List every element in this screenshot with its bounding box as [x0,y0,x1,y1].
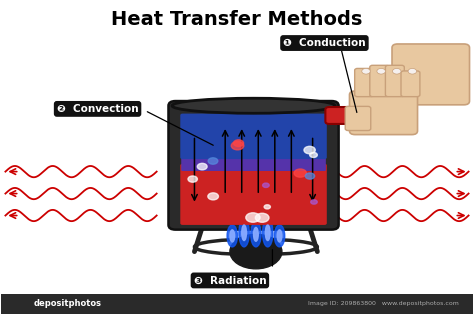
FancyBboxPatch shape [180,114,327,159]
FancyBboxPatch shape [168,101,338,230]
Ellipse shape [251,222,261,247]
Ellipse shape [408,68,417,74]
FancyBboxPatch shape [370,65,389,97]
Ellipse shape [274,225,285,247]
FancyBboxPatch shape [345,106,371,130]
Circle shape [197,163,207,170]
Circle shape [263,183,269,187]
Circle shape [255,213,269,222]
FancyBboxPatch shape [180,164,327,225]
Circle shape [231,141,244,150]
Ellipse shape [239,219,249,247]
Text: ❸  Radiation: ❸ Radiation [193,275,266,285]
Text: Image ID: 209863800   www.depositphotos.com: Image ID: 209863800 www.depositphotos.co… [308,301,459,306]
Circle shape [208,158,218,164]
Circle shape [188,176,197,182]
FancyBboxPatch shape [325,107,378,124]
Ellipse shape [277,230,282,242]
Ellipse shape [227,225,237,247]
Ellipse shape [230,230,235,242]
Ellipse shape [362,68,370,74]
Circle shape [264,205,270,209]
Ellipse shape [254,227,258,241]
Ellipse shape [265,225,270,241]
Circle shape [246,213,260,222]
FancyBboxPatch shape [385,65,404,97]
FancyBboxPatch shape [401,71,420,97]
Circle shape [294,169,307,177]
Ellipse shape [392,68,401,74]
FancyBboxPatch shape [0,294,474,314]
Circle shape [304,146,315,154]
FancyBboxPatch shape [181,152,326,171]
Ellipse shape [263,219,273,247]
Circle shape [305,173,315,179]
Ellipse shape [242,225,246,241]
Text: ❷  Convection: ❷ Convection [57,104,138,114]
Ellipse shape [377,68,385,74]
FancyBboxPatch shape [369,109,381,122]
FancyBboxPatch shape [349,91,418,135]
Circle shape [230,234,282,269]
Text: Heat Transfer Methods: Heat Transfer Methods [111,10,363,29]
Ellipse shape [172,98,335,113]
FancyBboxPatch shape [355,68,374,97]
FancyBboxPatch shape [392,44,470,105]
Circle shape [208,193,219,200]
Text: ❶  Conduction: ❶ Conduction [283,38,366,48]
Circle shape [234,140,244,146]
Circle shape [311,200,317,204]
Circle shape [310,152,318,158]
Text: depositphotos: depositphotos [34,300,102,308]
